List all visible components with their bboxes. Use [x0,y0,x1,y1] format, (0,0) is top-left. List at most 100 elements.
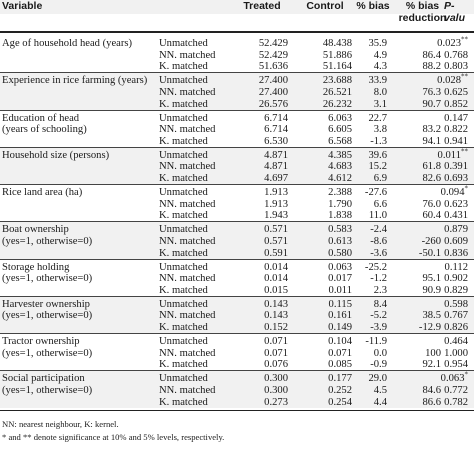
treated-value: 0.571 [264,224,288,236]
pvalue-value: 0.822 [444,124,468,136]
pvalue-value: 0.391 [444,161,468,173]
bias-value: -0.9 [370,359,387,371]
reduction-value: 92.1 [422,359,441,371]
control-value: 2.388 [328,187,352,198]
reduction-value: 100 [425,347,441,359]
reduction-value: -260 [421,235,441,247]
header-control: Control [306,0,344,12]
control-value: 0.177 [328,373,352,385]
reduction-value: -12.9 [418,322,441,334]
reduction-value: 82.6 [422,173,441,185]
reduction-value: 76.0 [422,198,441,210]
match-type: Unmatched [159,38,208,49]
variable-label: Boat ownership [2,224,69,236]
treated-value: 0.143 [264,298,288,310]
match-type: NN. matched [159,310,216,322]
control-value: 0.104 [328,336,352,347]
variable-label: (yes=1, otherwise=0) [2,310,93,322]
pvalue-value: 0.767 [444,310,468,322]
reduction-value: 84.6 [422,384,441,396]
pvalue-value: 0.464 [444,336,468,347]
match-type: NN. matched [159,198,216,210]
match-type: Unmatched [159,298,208,310]
control-value: 0.613 [328,235,352,247]
variable-label: (yes=1, otherwise=0) [2,273,93,285]
header-pvalue: P-valu [444,0,466,24]
bias-value: 29.0 [368,373,387,385]
treated-value: 4.697 [264,173,288,185]
treated-value: 52.429 [258,49,288,61]
treated-value: 0.014 [264,261,288,273]
control-value: 0.071 [328,347,352,359]
bias-value: 0.0 [373,347,387,359]
header-rule [0,31,474,33]
match-type: Unmatched [159,373,208,385]
variable-label: (yes=1, otherwise=0) [2,384,93,396]
bias-value: 4.5 [373,384,387,396]
control-value: 1.790 [328,198,352,210]
variable-label: Experience in rice farming (years) [2,75,148,87]
match-type: Unmatched [159,149,208,161]
treated-value: 0.076 [264,359,288,371]
control-value: 0.583 [328,224,352,236]
match-type: NN. matched [159,273,216,285]
control-value: 0.252 [328,384,352,396]
reduction-value: 94.1 [422,135,441,147]
match-type: K. matched [159,173,208,185]
pvalue-value: 0.598 [444,298,468,310]
bias-value: -11.9 [365,336,387,347]
match-type: NN. matched [159,384,216,396]
bias-value: 8.4 [373,298,387,310]
bias-value: -27.6 [364,187,387,198]
group-divider [0,221,474,223]
treated-value: 27.400 [258,75,288,87]
control-value: 0.115 [328,298,352,310]
bias-value: -25.2 [364,261,387,273]
row-band [0,73,474,111]
variable-label: Social participation [2,373,85,385]
control-value: 51.886 [322,49,352,61]
treated-value: 0.300 [264,373,288,385]
pvalue-value: 0.902 [444,273,468,285]
variable-label: Storage holding [2,261,70,273]
match-type: Unmatched [159,112,208,124]
control-value: 48.438 [322,38,352,49]
pvalue-value: 0.023** [437,35,468,49]
pvalue-value: 0.829 [444,284,468,296]
control-value: 0.254 [328,396,352,408]
match-type: NN. matched [159,124,216,136]
control-value: 4.683 [328,161,352,173]
treated-value: 6.714 [264,124,288,136]
control-value: 6.063 [328,112,352,124]
treated-value: 52.429 [258,38,288,49]
bias-value: 2.3 [373,284,387,296]
variable-label: Harvester ownership [2,298,90,310]
pvalue-value: 0.028** [437,72,468,87]
bias-value: -3.6 [370,247,387,259]
bias-value: 11.0 [368,210,387,222]
bias-value: -1.2 [370,273,387,285]
treated-value: 0.143 [264,310,288,322]
control-value: 0.580 [328,247,352,259]
match-type: K. matched [159,247,208,259]
control-value: 4.612 [328,173,352,185]
variable-label: Rice land area (ha) [2,187,83,198]
group-divider [0,109,474,111]
treated-value: 1.913 [264,198,288,210]
control-value: 0.149 [328,322,352,334]
control-value: 26.232 [322,98,352,110]
match-type: Unmatched [159,224,208,236]
bias-value: -1.3 [370,135,387,147]
variable-label: (yes=1, otherwise=0) [2,235,93,247]
bias-value: 15.2 [368,161,387,173]
bias-value: -5.2 [370,310,387,322]
group-divider [0,184,474,185]
reduction-value: 90.7 [422,98,441,110]
treated-value: 4.871 [264,149,288,161]
match-type: K. matched [159,98,208,110]
match-type: K. matched [159,61,208,73]
control-value: 0.017 [328,273,352,285]
treated-value: 0.300 [264,384,288,396]
pvalue-value: 0.625 [444,86,468,98]
